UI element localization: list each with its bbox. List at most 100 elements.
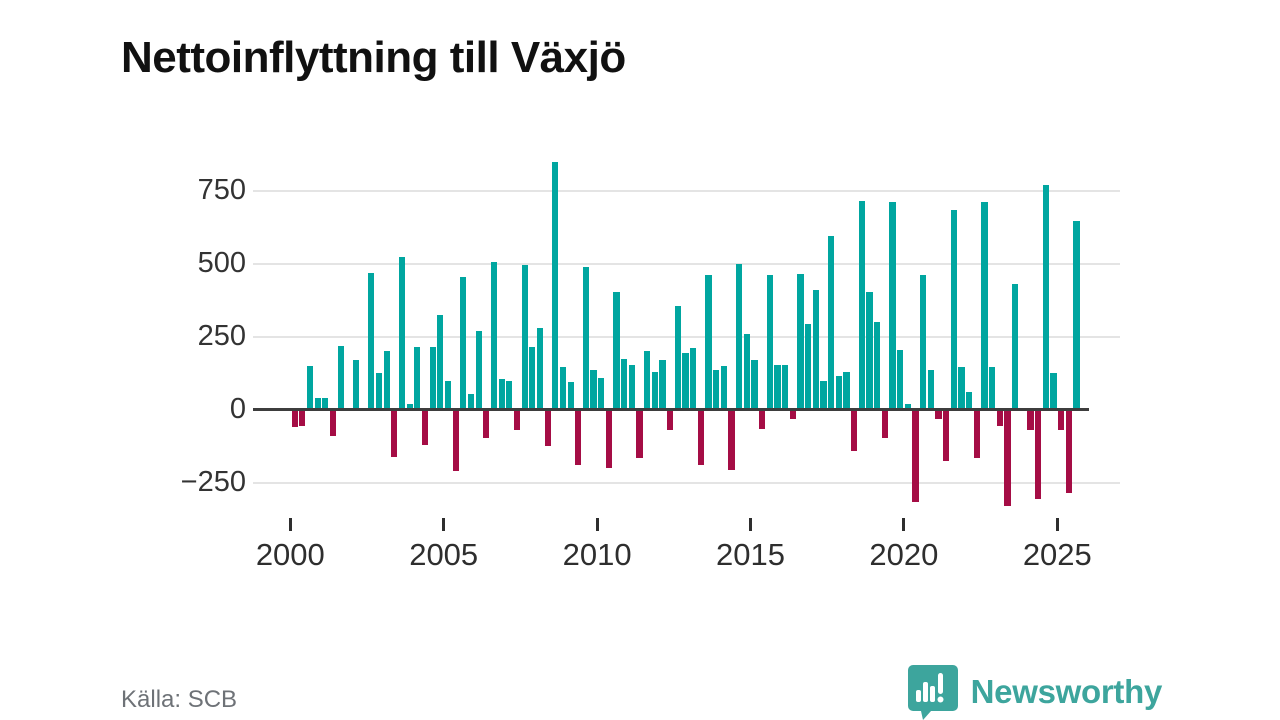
bar-2016-q4 bbox=[805, 323, 812, 410]
bar-2015-q4 bbox=[774, 364, 781, 410]
bar-2017-q1 bbox=[812, 290, 819, 410]
bar-2003-q2 bbox=[391, 411, 398, 457]
bar-2003-q3 bbox=[398, 256, 406, 410]
bar-2001-q3 bbox=[337, 345, 344, 410]
bar-2016-q3 bbox=[797, 274, 804, 410]
bar-2020-q3 bbox=[920, 275, 927, 410]
bar-2007-q4 bbox=[529, 347, 536, 410]
bar-2012-q2 bbox=[667, 411, 674, 431]
x-axis-label-2020: 2020 bbox=[869, 537, 939, 572]
bar-2008-q4 bbox=[559, 367, 567, 410]
bar-2007-q3 bbox=[521, 265, 528, 410]
bar-2007-q2 bbox=[513, 411, 521, 431]
y-axis-label-250: 250 bbox=[197, 319, 246, 352]
y-axis-label-500: 500 bbox=[197, 246, 246, 279]
newsworthy-logo-icon bbox=[907, 664, 959, 720]
bar-2023-q1 bbox=[996, 411, 1003, 426]
x-axis-label-2015: 2015 bbox=[716, 537, 785, 572]
bar-2018-q3 bbox=[858, 201, 865, 410]
bar-2006-q3 bbox=[490, 262, 498, 410]
bar-2022-q1 bbox=[966, 392, 973, 410]
bar-2002-q4 bbox=[375, 373, 383, 410]
bar-2010-q3 bbox=[613, 291, 620, 410]
newsworthy-wordmark: Newsworthy bbox=[970, 673, 1163, 710]
gridline-250 bbox=[253, 335, 1120, 338]
bar-2013-q4 bbox=[713, 370, 720, 410]
bar-2000-q3 bbox=[306, 366, 314, 410]
gridline-500 bbox=[253, 262, 1120, 265]
bar-2004-q4 bbox=[437, 314, 444, 410]
bar-2024-q4 bbox=[1050, 373, 1057, 410]
bar-2006-q4 bbox=[498, 379, 505, 410]
bar-2013-q2 bbox=[697, 411, 704, 466]
bar-2022-q3 bbox=[981, 202, 988, 410]
bar-2014-q4 bbox=[743, 333, 750, 410]
x-axis-label-2005: 2005 bbox=[409, 537, 479, 572]
bar-2003-q1 bbox=[383, 351, 390, 410]
bar-2021-q1 bbox=[935, 411, 942, 419]
bar-2000-q2 bbox=[299, 411, 306, 426]
bar-2015-q3 bbox=[766, 275, 773, 410]
bar-2008-q3 bbox=[552, 161, 559, 410]
bar-2025-q2 bbox=[1065, 411, 1072, 494]
bar-2021-q2 bbox=[943, 411, 950, 461]
bar-2001-q2 bbox=[329, 411, 337, 437]
x-axis-label-2025: 2025 bbox=[1022, 537, 1092, 572]
bar-2021-q3 bbox=[950, 209, 957, 410]
bar-2019-q1 bbox=[874, 322, 881, 410]
bar-2019-q4 bbox=[897, 349, 904, 410]
bar-2023-q3 bbox=[1012, 284, 1019, 410]
bar-2022-q2 bbox=[973, 411, 980, 459]
bar-2010-q1 bbox=[598, 377, 605, 410]
x-axis-tick-2020 bbox=[902, 518, 906, 531]
bar-2009-q3 bbox=[582, 266, 590, 410]
bar-2019-q3 bbox=[889, 202, 896, 410]
bar-2018-q1 bbox=[843, 371, 850, 410]
bar-2013-q3 bbox=[705, 275, 712, 410]
gridline-750 bbox=[253, 189, 1120, 192]
x-axis-tick-2015 bbox=[749, 518, 752, 531]
bar-2011-q2 bbox=[636, 411, 643, 459]
x-axis-label-2010: 2010 bbox=[562, 537, 632, 572]
bar-2012-q1 bbox=[659, 360, 666, 410]
chart-title: Nettoinflyttning till Växjö bbox=[121, 33, 626, 83]
x-axis-tick-2025 bbox=[1055, 518, 1059, 531]
x-axis-label-2000: 2000 bbox=[255, 537, 325, 572]
bar-2014-q2 bbox=[728, 411, 735, 470]
bar-2017-q4 bbox=[835, 376, 842, 410]
zero-axis-line bbox=[253, 408, 1089, 412]
y-axis-label-0: 0 bbox=[229, 392, 246, 425]
bar-2025-q3 bbox=[1073, 221, 1080, 410]
bar-2021-q4 bbox=[958, 367, 965, 410]
bar-2004-q3 bbox=[429, 347, 436, 410]
bar-2020-q4 bbox=[927, 370, 934, 410]
y-axis-label--250: −250 bbox=[180, 465, 246, 498]
bar-2009-q1 bbox=[567, 382, 574, 410]
bar-2023-q2 bbox=[1004, 411, 1011, 507]
bar-2008-q1 bbox=[536, 328, 544, 410]
bar-2012-q4 bbox=[682, 352, 689, 410]
bar-2004-q1 bbox=[414, 347, 421, 410]
bar-2019-q2 bbox=[881, 411, 888, 438]
bar-2005-q4 bbox=[467, 393, 475, 410]
bar-2000-q1 bbox=[291, 411, 298, 428]
bar-2001-q1 bbox=[322, 398, 329, 410]
bar-2022-q4 bbox=[989, 367, 996, 410]
x-axis-tick-2005 bbox=[442, 518, 446, 531]
bar-2015-q1 bbox=[751, 360, 758, 410]
bar-2011-q3 bbox=[644, 351, 651, 410]
bar-2020-q1 bbox=[904, 403, 911, 410]
bar-2018-q4 bbox=[866, 291, 873, 410]
bar-2008-q2 bbox=[544, 411, 551, 447]
bar-2016-q1 bbox=[782, 364, 789, 410]
bar-2004-q2 bbox=[421, 411, 429, 445]
bar-2003-q4 bbox=[406, 403, 413, 410]
bar-2006-q2 bbox=[483, 411, 490, 438]
bar-2014-q1 bbox=[720, 366, 727, 410]
bar-2025-q1 bbox=[1058, 411, 1065, 431]
bar-2005-q2 bbox=[452, 411, 459, 472]
bar-2006-q1 bbox=[475, 330, 482, 410]
bar-2017-q3 bbox=[828, 236, 835, 410]
bar-2012-q3 bbox=[674, 306, 681, 410]
